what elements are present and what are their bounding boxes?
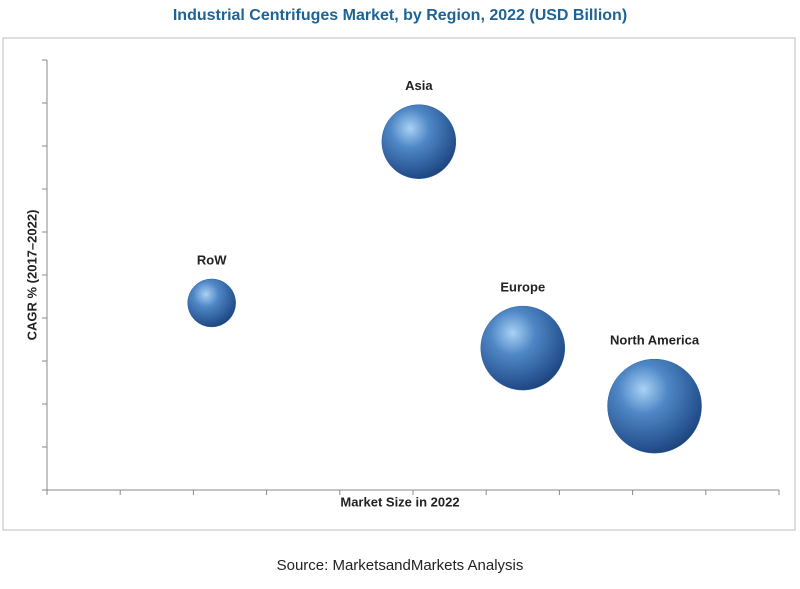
bubble-label: Asia [405, 78, 433, 93]
chart-title: Industrial Centrifuges Market, by Region… [173, 7, 627, 24]
bubble [381, 104, 457, 179]
y-axis-label: CAGR % (2017–2022) [24, 210, 39, 341]
bubble-label: Europe [500, 280, 545, 295]
bubble [607, 358, 702, 454]
bubble-label: RoW [197, 252, 227, 267]
bubble-label: North America [610, 333, 700, 348]
bubble [480, 305, 566, 391]
bubble [187, 278, 236, 328]
source-note: Source: MarketsandMarkets Analysis [277, 557, 524, 574]
x-axis-label: Market Size in 2022 [340, 494, 459, 509]
chart-frame [2, 37, 796, 531]
